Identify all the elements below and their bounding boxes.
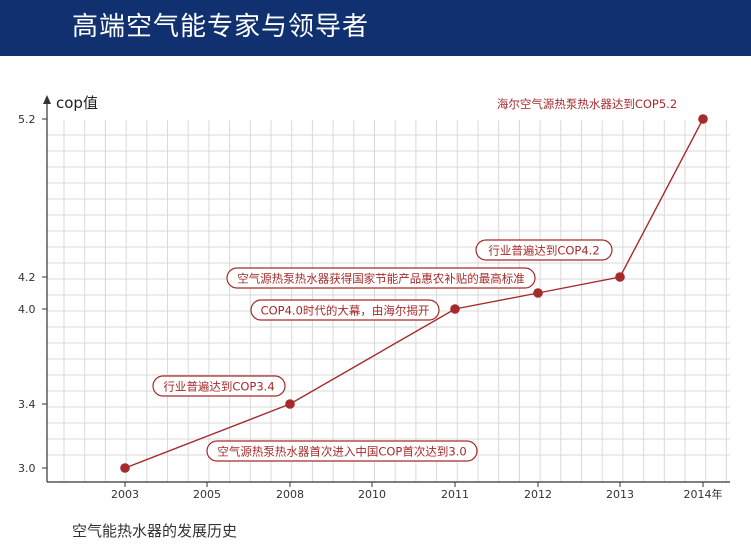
data-point	[698, 114, 708, 124]
annotation-box	[206, 440, 478, 462]
data-point	[533, 288, 543, 298]
x-tick-label: 2005	[193, 488, 221, 501]
x-tick-label: 2014年	[684, 487, 723, 501]
page-title: 高端空气能专家与领导者	[72, 12, 370, 42]
chart-caption: 空气能热水器的发展历史	[72, 522, 238, 540]
chart-axes: cop值	[43, 94, 730, 483]
chart-annotations: 空气源热泵热水器首次进入中国COP首次达到3.0 行业普遍达到COP3.4 COP4…	[152, 97, 677, 462]
annotation-box	[475, 239, 613, 261]
annotation-text: 空气源热泵热水器获得国家节能产品惠农补贴的最高标准	[237, 272, 525, 286]
x-tick-label: 2008	[276, 488, 304, 501]
y-tick-label: 4.2	[18, 271, 36, 284]
y-tick-label: 4.0	[18, 303, 36, 316]
annotation-text: 空气源热泵热水器首次进入中国COP首次达到3.0	[217, 445, 466, 459]
annotation-box	[250, 299, 440, 321]
y-tick-label: 3.4	[18, 398, 36, 411]
y-axis-label: cop值	[56, 94, 98, 112]
data-point	[615, 272, 625, 282]
y-tick-label: 5.2	[18, 113, 36, 126]
x-tick-label: 2013	[606, 488, 634, 501]
chart-series	[120, 114, 708, 473]
x-tick-label: 2003	[111, 488, 139, 501]
x-tick-label: 2010	[358, 488, 386, 501]
chart-grid	[47, 120, 730, 482]
x-tick-label: 2012	[524, 488, 552, 501]
annotation-text: COP4.0时代的大幕，由海尔揭开	[261, 304, 430, 318]
x-tick-label: 2011	[441, 488, 469, 501]
annotation-box	[152, 375, 286, 397]
cop-history-chart: cop值 3.0 3.4 4.0 4.2 5.2 2003 2005 2008 2010 2011…	[18, 94, 730, 501]
data-point	[120, 463, 130, 473]
annotation-box	[226, 267, 536, 289]
annotation-text: 海尔空气源热泵热水器达到COP5.2	[497, 97, 677, 111]
annotation-text: 行业普遍达到COP4.2	[488, 244, 599, 258]
y-tick-label: 3.0	[18, 462, 36, 475]
annotation-text: 行业普遍达到COP3.4	[163, 380, 274, 394]
data-point	[285, 399, 295, 409]
y-axis-arrow-icon	[43, 95, 51, 104]
chart-tick-labels: 3.0 3.4 4.0 4.2 5.2 2003 2005 2008 2010 2011 2012 2…	[18, 113, 723, 501]
header-bar: 高端空气能专家与领导者	[0, 0, 751, 56]
data-point	[450, 304, 460, 314]
series-line	[124, 118, 704, 469]
